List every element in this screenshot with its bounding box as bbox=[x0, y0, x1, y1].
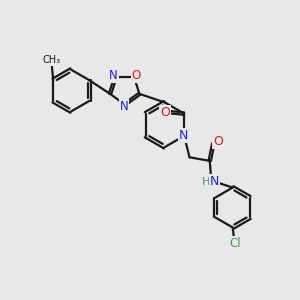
Text: N: N bbox=[210, 175, 220, 188]
Text: H: H bbox=[202, 177, 210, 187]
Text: CH₃: CH₃ bbox=[43, 55, 61, 65]
Text: N: N bbox=[109, 70, 118, 83]
Text: N: N bbox=[120, 100, 128, 113]
Text: Cl: Cl bbox=[229, 237, 241, 250]
Text: O: O bbox=[213, 135, 223, 148]
Text: O: O bbox=[132, 70, 141, 83]
Text: O: O bbox=[160, 106, 170, 118]
Text: N: N bbox=[179, 129, 188, 142]
